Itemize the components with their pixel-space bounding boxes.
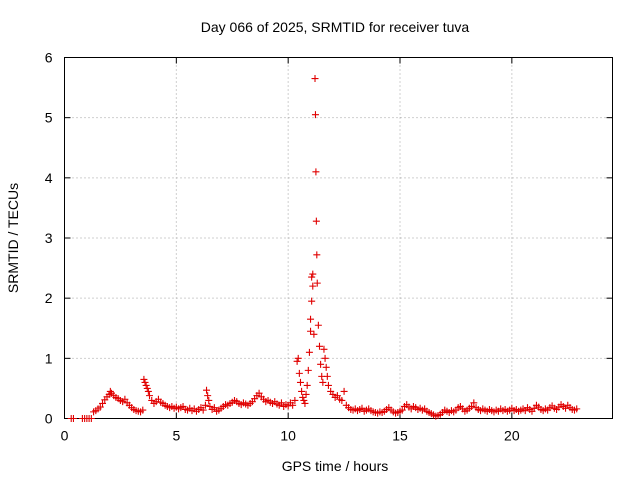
data-point <box>289 401 297 409</box>
data-points <box>67 75 581 422</box>
data-point <box>205 396 213 404</box>
data-point <box>300 396 308 404</box>
data-point <box>333 392 341 400</box>
x-axis-title: GPS time / hours <box>282 458 389 474</box>
y-tick-label: 3 <box>45 230 53 246</box>
data-point <box>106 387 114 395</box>
data-point <box>340 387 348 395</box>
chart-title: Day 066 of 2025, SRMTID for receiver tuv… <box>201 19 470 35</box>
data-point <box>573 405 581 413</box>
data-point <box>144 387 152 395</box>
data-point <box>291 396 299 404</box>
plot-frame <box>64 57 613 419</box>
data-point <box>303 381 311 389</box>
y-tick-label: 4 <box>45 170 53 186</box>
data-point <box>121 395 129 403</box>
axis-ticks <box>64 57 613 419</box>
data-point <box>69 415 77 422</box>
x-tick-label: 20 <box>504 428 520 444</box>
x-tick-label: 10 <box>280 428 296 444</box>
data-point <box>143 384 151 392</box>
data-point <box>140 375 148 383</box>
grid <box>64 57 613 419</box>
data-point <box>99 399 107 407</box>
data-point <box>468 402 476 410</box>
data-point <box>295 369 303 377</box>
data-point <box>315 342 323 350</box>
data-point <box>298 387 306 395</box>
data-point <box>317 360 325 368</box>
data-point <box>309 282 317 290</box>
data-point <box>308 273 316 281</box>
data-point <box>321 354 329 362</box>
data-point <box>142 381 150 389</box>
data-point <box>312 168 320 176</box>
data-point <box>302 390 310 398</box>
y-tick-label: 6 <box>45 50 53 66</box>
y-tick-label: 5 <box>45 110 53 126</box>
data-point <box>293 357 301 365</box>
x-tick-labels: 0 5 10 15 20 <box>61 428 520 444</box>
data-point <box>323 372 331 380</box>
data-point <box>310 330 318 338</box>
data-point <box>313 279 321 287</box>
data-point <box>470 399 478 407</box>
data-point <box>307 315 315 323</box>
y-tick-label: 2 <box>45 290 53 306</box>
data-point <box>145 392 153 400</box>
data-point <box>324 381 332 389</box>
x-tick-label: 15 <box>392 428 408 444</box>
data-point <box>255 389 263 397</box>
data-point <box>199 406 207 414</box>
data-point <box>311 75 319 83</box>
data-point <box>210 404 218 412</box>
x-tick-label: 5 <box>172 428 180 444</box>
data-point <box>314 321 322 329</box>
data-point <box>305 348 313 356</box>
data-point <box>296 378 304 386</box>
data-point <box>398 406 406 414</box>
data-point <box>277 399 285 407</box>
data-point <box>307 327 315 335</box>
data-point <box>312 217 320 225</box>
data-point <box>313 251 321 259</box>
data-point <box>294 354 302 362</box>
data-point <box>304 366 312 374</box>
x-tick-label: 0 <box>61 428 69 444</box>
y-tick-label: 1 <box>45 350 53 366</box>
data-point <box>301 399 309 407</box>
data-point <box>87 415 95 422</box>
y-tick-labels: 0 1 2 3 4 5 6 <box>45 50 53 427</box>
data-point <box>139 406 147 414</box>
data-point <box>309 270 317 278</box>
data-point <box>320 345 328 353</box>
data-point <box>322 363 330 371</box>
y-tick-label: 0 <box>45 411 53 427</box>
data-point <box>141 378 149 386</box>
data-point <box>308 297 316 305</box>
data-point <box>204 392 212 400</box>
data-point <box>338 396 346 404</box>
data-point <box>299 393 307 401</box>
data-point <box>311 111 319 119</box>
y-axis-title: SRMTID / TECUs <box>5 183 21 293</box>
data-point <box>319 378 327 386</box>
data-point <box>201 401 209 409</box>
data-point <box>203 386 211 394</box>
data-point <box>96 403 104 411</box>
